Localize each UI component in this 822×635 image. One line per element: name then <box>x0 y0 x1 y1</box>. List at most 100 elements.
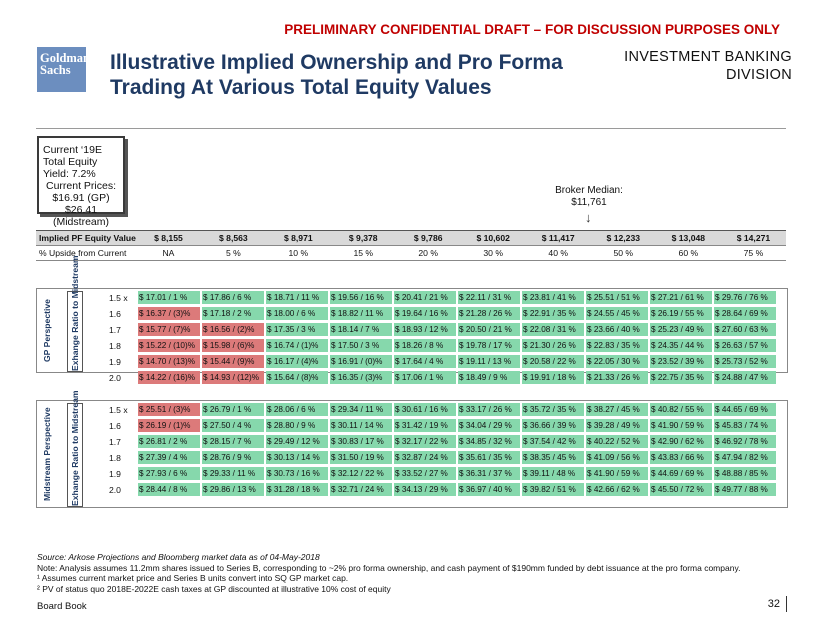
ratio-label: 1.9 <box>109 356 121 367</box>
price-premium-cell: $ 37.54 / 42 % <box>522 435 584 448</box>
price-premium-cell: $ 41.90 / 59 % <box>586 467 648 480</box>
price-premium-cell: $ 15.44 / (9)% <box>202 355 264 368</box>
price-premium-cell: $ 28.44 / 8 % <box>138 483 200 496</box>
ratio-label: 1.7 <box>109 324 121 335</box>
upside-cell: 5 % <box>200 245 266 261</box>
logo-line2: Sachs <box>40 63 71 77</box>
equity-value-cell: $ 8,155 <box>135 230 201 246</box>
price-premium-cell: $ 29.86 / 13 % <box>202 483 264 496</box>
price-premium-cell: $ 38.35 / 45 % <box>522 451 584 464</box>
price-premium-cell: $ 34.13 / 29 % <box>394 483 456 496</box>
gp-sensitivity-grid: 1.5 x $ 17.01 / 1 % $ 17.86 / 6 % $ 18.71 /… <box>105 288 778 387</box>
price-premium-cell: $ 36.97 / 40 % <box>458 483 520 496</box>
price-premium-cell: $ 35.72 / 35 % <box>522 403 584 416</box>
equity-value-row: Implied PF Equity Value $ 8,155 $ 8,563 $ … <box>36 230 786 246</box>
footnotes: Source: Arkose Projections and Bloomberg… <box>37 552 797 594</box>
grid-row: 1.7 $ 26.81 / 2 % $ 28.15 / 7 % $ 29.49 / 1… <box>107 435 776 448</box>
grid-row: 1.7 $ 15.77 / (7)% $ 16.56 / (2)% $ 17.35 /… <box>107 323 776 336</box>
price-premium-cell: $ 48.88 / 85 % <box>714 467 776 480</box>
price-premium-cell: $ 35.61 / 35 % <box>458 451 520 464</box>
price-premium-cell: $ 32.17 / 22 % <box>394 435 456 448</box>
ms-perspective-label: Midstream Perspective <box>42 407 52 501</box>
price-premium-cell: $ 16.37 / (3)% <box>138 307 200 320</box>
ratio-label: 1.8 <box>109 340 121 351</box>
gp-ratio-label: Exhange Ratio to Midstream <box>70 255 80 371</box>
price-premium-cell: $ 19.91 / 18 % <box>522 371 584 384</box>
price-premium-cell: $ 27.21 / 61 % <box>650 291 712 304</box>
ratio-label: 1.9 <box>109 468 121 479</box>
page-number: 32 <box>767 598 780 610</box>
upside-cell: NA <box>135 245 201 261</box>
price-premium-cell: $ 18.82 / 11 % <box>330 307 392 320</box>
price-premium-cell: $ 18.26 / 8 % <box>394 339 456 352</box>
price-premium-cell: $ 41.09 / 56 % <box>586 451 648 464</box>
gp-ratio-label-box: Exhange Ratio to Midstream <box>67 255 83 372</box>
upside-cell: 30 % <box>460 245 526 261</box>
price-premium-cell: $ 42.90 / 62 % <box>650 435 712 448</box>
upside-cell: 10 % <box>265 245 331 261</box>
equity-value-cell: $ 8,971 <box>265 230 331 246</box>
equity-value-cell: $ 10,602 <box>460 230 526 246</box>
division-line2: DIVISION <box>725 67 792 83</box>
price-premium-cell: $ 23.66 / 40 % <box>586 323 648 336</box>
price-premium-cell: $ 31.50 / 19 % <box>330 451 392 464</box>
confidential-banner: PRELIMINARY CONFIDENTIAL DRAFT – FOR DIS… <box>284 22 780 37</box>
price-premium-cell: $ 18.71 / 11 % <box>266 291 328 304</box>
price-premium-cell: $ 21.28 / 26 % <box>458 307 520 320</box>
price-premium-cell: $ 27.50 / 4 % <box>202 419 264 432</box>
price-premium-cell: $ 16.35 / (3)% <box>330 371 392 384</box>
upside-cell: 40 % <box>525 245 591 261</box>
division-line1: INVESTMENT BANKING <box>624 49 792 65</box>
price-premium-cell: $ 28.64 / 69 % <box>714 307 776 320</box>
price-premium-cell: $ 30.13 / 14 % <box>266 451 328 464</box>
price-premium-cell: $ 20.50 / 21 % <box>458 323 520 336</box>
price-premium-cell: $ 16.17 / (4)% <box>266 355 328 368</box>
gp-price: $16.91 (GP) <box>52 192 110 204</box>
midstream-label: (Midstream) <box>52 216 109 228</box>
page-number-bar <box>786 596 787 612</box>
price-premium-cell: $ 36.66 / 39 % <box>522 419 584 432</box>
price-premium-cell: $ 44.69 / 69 % <box>650 467 712 480</box>
grid-row: 1.9 $ 27.93 / 6 % $ 29.33 / 11 % $ 30.73 / … <box>107 467 776 480</box>
price-premium-cell: $ 33.17 / 26 % <box>458 403 520 416</box>
upside-cell: 50 % <box>590 245 656 261</box>
price-premium-cell: $ 34.04 / 29 % <box>458 419 520 432</box>
price-premium-cell: $ 17.50 / 3 % <box>330 339 392 352</box>
price-premium-cell: $ 45.83 / 74 % <box>714 419 776 432</box>
price-premium-cell: $ 22.05 / 30 % <box>586 355 648 368</box>
price-premium-cell: $ 18.14 / 7 % <box>330 323 392 336</box>
broker-median-label: Broker Median: <box>555 185 623 196</box>
price-premium-cell: $ 44.65 / 69 % <box>714 403 776 416</box>
source-note: Source: Arkose Projections and Bloomberg… <box>37 552 320 562</box>
logo-line1: Goldman <box>40 51 91 65</box>
ratio-label: 1.5 x <box>109 404 128 415</box>
price-premium-cell: $ 19.78 / 17 % <box>458 339 520 352</box>
broker-median-value: $11,761 <box>571 197 607 208</box>
price-premium-cell: $ 15.22 / (10)% <box>138 339 200 352</box>
price-premium-cell: $ 23.81 / 41 % <box>522 291 584 304</box>
price-premium-cell: $ 30.61 / 16 % <box>394 403 456 416</box>
analysis-note: Note: Analysis assumes 11.2mm shares iss… <box>37 562 741 573</box>
price-premium-cell: $ 21.30 / 26 % <box>522 339 584 352</box>
ratio-label: 2.0 <box>109 372 121 383</box>
price-premium-cell: $ 26.79 / 1 % <box>202 403 264 416</box>
equity-value-cell: $ 9,786 <box>395 230 461 246</box>
board-book-label: Board Book <box>37 601 87 612</box>
broker-median-callout: Broker Median: $11,761 <box>549 185 629 209</box>
price-premium-cell: $ 25.51 / (3)% <box>138 403 200 416</box>
price-premium-cell: $ 47.94 / 82 % <box>714 451 776 464</box>
price-premium-cell: $ 40.22 / 52 % <box>586 435 648 448</box>
ratio-label: 1.5 x <box>109 292 128 303</box>
upside-cell: 75 % <box>720 245 786 261</box>
equity-value-cell: $ 14,271 <box>720 230 786 246</box>
grid-row: 1.9 $ 14.70 / (13)% $ 15.44 / (9)% $ 16.17 … <box>107 355 776 368</box>
price-premium-cell: $ 33.52 / 27 % <box>394 467 456 480</box>
price-premium-cell: $ 17.18 / 2 % <box>202 307 264 320</box>
price-premium-cell: $ 16.56 / (2)% <box>202 323 264 336</box>
equity-value-cell: $ 9,378 <box>330 230 396 246</box>
ratio-label: 1.6 <box>109 420 121 431</box>
price-premium-cell: $ 43.83 / 66 % <box>650 451 712 464</box>
price-premium-cell: $ 25.23 / 49 % <box>650 323 712 336</box>
price-premium-cell: $ 32.71 / 24 % <box>330 483 392 496</box>
equity-header-table: Implied PF Equity Value $ 8,155 $ 8,563 $ … <box>36 230 786 261</box>
